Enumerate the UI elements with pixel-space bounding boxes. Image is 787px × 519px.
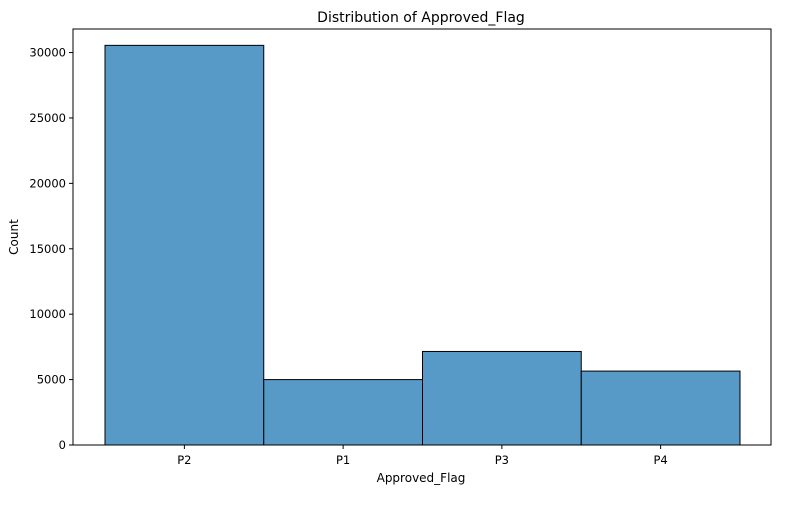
x-axis-ticks: P2 P1 P3 P4 (177, 445, 668, 467)
bar-p2 (104, 44, 265, 446)
y-tick-label: 5000 (37, 373, 66, 387)
y-axis-label: Count (7, 219, 21, 255)
y-tick-label: 25000 (29, 111, 66, 125)
bar-p3 (422, 350, 582, 446)
plot-frame (72, 28, 772, 446)
bar-p1 (263, 379, 423, 446)
y-tick-label: 15000 (29, 242, 66, 256)
bar-p4 (580, 370, 741, 446)
x-tick-label-p4: P4 (653, 453, 667, 467)
y-tick-label: 10000 (29, 307, 66, 321)
y-axis-ticks: 0 5000 10000 15000 20000 25000 30000 (29, 46, 73, 452)
y-tick-label: 20000 (29, 176, 66, 190)
x-axis-label: Approved_Flag (377, 471, 466, 485)
y-tick-label: 0 (59, 438, 66, 452)
y-tick-label: 30000 (29, 46, 66, 60)
chart-title: Distribution of Approved_Flag (317, 10, 525, 26)
x-tick-label-p1: P1 (336, 453, 350, 467)
x-tick-label-p2: P2 (177, 453, 191, 467)
bars-layer (104, 44, 741, 446)
x-tick-label-p3: P3 (495, 453, 509, 467)
